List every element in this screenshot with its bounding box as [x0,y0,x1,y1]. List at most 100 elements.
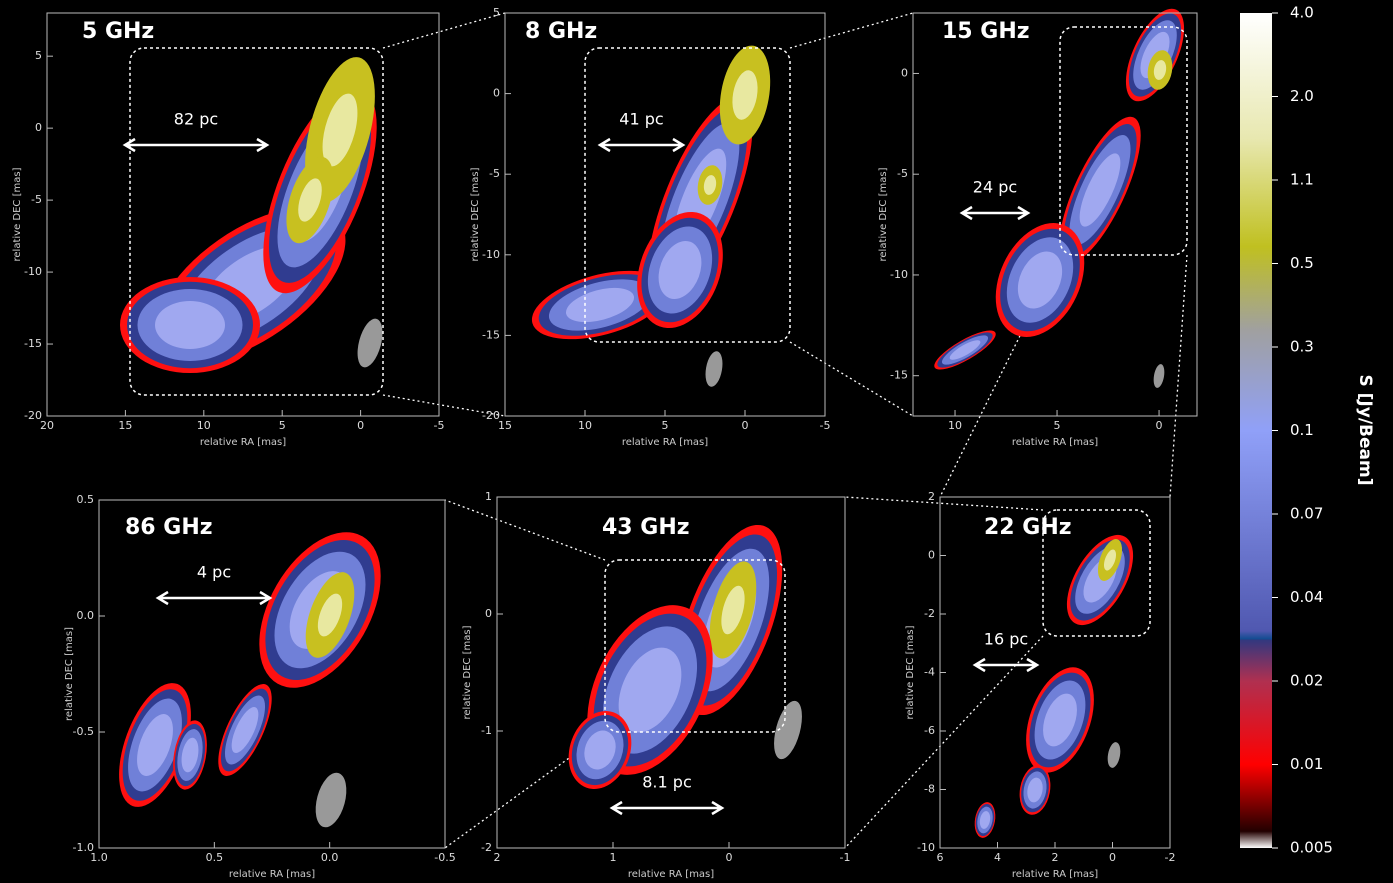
y-tick-label: -5 [489,167,500,180]
y-tick-label: -15 [482,328,500,341]
scale-arrow [975,659,1037,671]
x-tick-label: 0 [1109,851,1116,864]
y-tick-label: -15 [890,369,908,382]
y-tick-label: -10 [917,841,935,854]
scale-arrow [600,139,683,151]
y-tick-label: -10 [482,248,500,261]
y-tick-label: 0 [35,121,42,134]
x-tick-label: 10 [197,419,211,432]
scale-label: 8.1 pc [642,773,691,792]
y-tick-label: 0 [901,66,908,79]
x-tick-label: 10 [578,419,592,432]
x-tick-label: 0 [742,419,749,432]
y-tick-label: -0.5 [73,725,94,738]
colorbar-tick-label: 4.0 [1290,4,1314,22]
emission [155,301,225,349]
y-tick-label: 0 [928,549,935,562]
x-tick-label: 2 [1052,851,1059,864]
colorbar-tick-label: 0.5 [1290,254,1314,272]
colorbar [1240,13,1272,848]
y-tick-label: -2 [481,841,492,854]
panel: 15 10 5 0 -5 5 0 -5 -10 -15 -20 relative RA [mas] re… [470,6,830,448]
panel: 20151050-550-5-10-15-20relative RA [mas]… [12,13,444,448]
scale-label: 82 pc [174,110,218,129]
y-tick-label: -10 [24,265,42,278]
x-tick-label: -5 [434,419,445,432]
scale-arrow [125,139,267,151]
y-tick-label: 0.5 [77,493,95,506]
colorbar-tick-label: 0.04 [1290,588,1323,606]
x-tick-label: -2 [1165,851,1176,864]
x-tick-label: 0 [1156,419,1163,432]
y-axis-label: relative DEC [mas] [64,627,75,721]
beam [310,769,352,830]
beam [1152,363,1166,388]
colorbar-tick-label: 1.1 [1290,171,1314,189]
x-tick-label: 4 [994,851,1001,864]
x-axis-label: relative RA [mas] [229,869,315,880]
y-tick-label: -4 [924,666,935,679]
figure: 20151050-550-5-10-15-20relative RA [mas]… [0,0,1393,883]
x-tick-label: -5 [820,419,831,432]
y-axis-label: relative DEC [mas] [905,625,916,719]
plot-frame [940,497,1170,848]
y-tick-label: 1 [485,490,492,503]
scale-arrow [962,207,1028,219]
y-tick-label: -15 [24,337,42,350]
scale-label: 16 pc [984,630,1028,649]
panel-label: 86 GHz [125,515,213,540]
x-axis-label: relative RA [mas] [622,437,708,448]
y-tick-label: -20 [24,409,42,422]
x-tick-label: 6 [937,851,944,864]
x-tick-label: 0 [726,851,733,864]
x-tick-label: 15 [118,419,132,432]
beam [353,316,387,370]
y-tick-label: -1 [481,724,492,737]
scale-label: 41 pc [619,110,663,129]
y-axis-label: relative DEC [mas] [12,167,23,261]
x-axis-label: relative RA [mas] [200,437,286,448]
x-axis-label: relative RA [mas] [628,869,714,880]
panel-label: 15 GHz [942,19,1030,44]
y-tick-label: -6 [924,724,935,737]
colorbar-tick-label: 0.02 [1290,672,1323,690]
colorbar-tick-label: 0.3 [1290,338,1314,356]
y-tick-label: -2 [924,607,935,620]
colorbar-tick-label: 0.005 [1290,839,1333,857]
x-tick-label: 0 [357,419,364,432]
y-axis-label: relative DEC [mas] [470,167,481,261]
scale-label: 4 pc [197,563,231,582]
x-tick-label: 20 [40,419,54,432]
x-tick-label: 1 [610,851,617,864]
beam [703,350,725,388]
colorbar-tick-label: 0.01 [1290,755,1323,773]
y-tick-label: 0 [485,607,492,620]
x-tick-label: -0.5 [434,851,455,864]
colorbar-tick-label: 0.07 [1290,505,1323,523]
x-tick-label: 15 [498,419,512,432]
x-tick-label: 5 [279,419,286,432]
x-axis-label: relative RA [mas] [1012,869,1098,880]
scale-label: 24 pc [973,178,1017,197]
y-tick-label: 0 [493,87,500,100]
panel: 1.00.50.0-0.50.50.0-0.5-1.0relative RA [… [64,493,456,880]
x-axis-label: relative RA [mas] [1012,437,1098,448]
y-tick-label: -10 [890,268,908,281]
y-tick-label: 5 [493,6,500,19]
y-tick-label: -1.0 [73,841,94,854]
y-axis-label: relative DEC [mas] [462,625,473,719]
x-tick-label: 0.5 [206,851,224,864]
x-tick-label: 0.0 [321,851,339,864]
y-tick-label: 5 [35,49,42,62]
y-tick-label: 2 [928,490,935,503]
panel-label: 8 GHz [525,19,597,44]
y-axis-label: relative DEC [mas] [878,167,889,261]
beam [1106,741,1122,769]
y-tick-label: 0.0 [77,609,95,622]
colorbar-label: S [Jy/Beam] [1355,375,1375,486]
y-tick-label: -20 [482,409,500,422]
x-tick-label: 5 [662,419,669,432]
